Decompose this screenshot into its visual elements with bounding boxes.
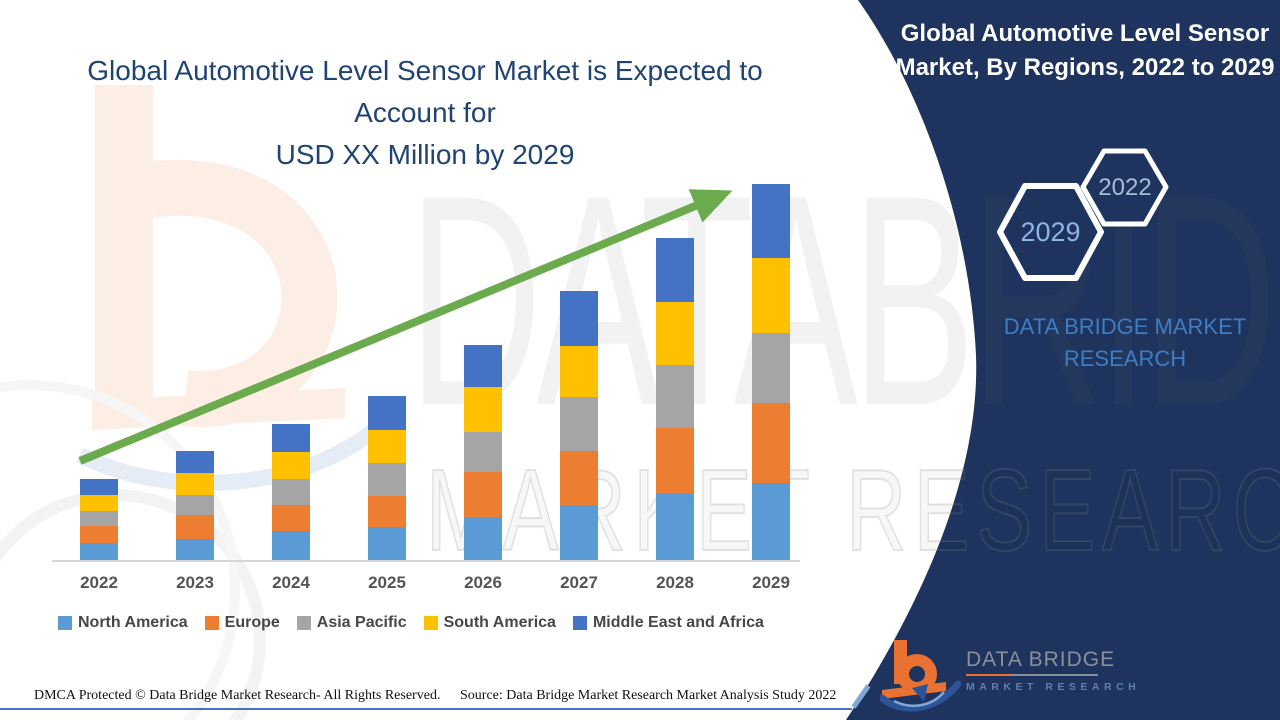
- bar-segment-2027-north-america: [560, 505, 598, 560]
- bar-segment-2025-asia-pacific: [368, 463, 406, 496]
- bar-segment-2026-europe: [464, 472, 502, 517]
- logo-subtitle: MARKET RESEARCH: [966, 681, 1141, 693]
- footer-divider-line: [0, 708, 852, 710]
- bar-segment-2022-middle-east-and-africa: [80, 479, 118, 495]
- chart-title-line1: Global Automotive Level Sensor Market is…: [87, 55, 763, 128]
- x-axis-line: [52, 560, 800, 562]
- legend-swatch-icon: [296, 616, 311, 630]
- legend-label: South America: [443, 614, 556, 631]
- bar-segment-2029-middle-east-and-africa: [752, 184, 790, 258]
- bar-segment-2028-middle-east-and-africa: [656, 238, 694, 302]
- bar-segment-2026-asia-pacific: [464, 432, 502, 472]
- legend-item-middle-east-and-africa: Middle East and Africa: [572, 614, 764, 632]
- bar-segment-2026-north-america: [464, 517, 502, 560]
- bar-segment-2027-europe: [560, 451, 598, 505]
- bar-segment-2022-south-america: [80, 495, 118, 511]
- bar-segment-2028-north-america: [656, 493, 694, 560]
- chart-legend: North America Europe Asia Pacific South Ame…: [58, 614, 764, 632]
- bar-segment-2024-north-america: [272, 531, 310, 560]
- footer-dmca-text: DMCA Protected © Data Bridge Market Rese…: [34, 688, 441, 703]
- x-axis-label-2025: 2025: [368, 573, 406, 592]
- x-axis-label-2028: 2028: [656, 573, 694, 592]
- bar-segment-2022-europe: [80, 526, 118, 543]
- databridge-logo-icon: [880, 640, 962, 712]
- bar-segment-2023-europe: [176, 515, 214, 539]
- hexagon-2029: [997, 183, 1104, 281]
- x-axis-label-2027: 2027: [560, 573, 598, 592]
- legend-swatch-icon: [423, 616, 438, 630]
- bar-segment-2024-europe: [272, 505, 310, 531]
- legend-item-europe: Europe: [204, 614, 280, 632]
- legend-swatch-icon: [204, 616, 219, 630]
- bar-segment-2029-south-america: [752, 258, 790, 333]
- legend-label: Europe: [224, 614, 280, 631]
- hexagon-2022: [1080, 148, 1169, 227]
- x-axis-label-2026: 2026: [464, 573, 502, 592]
- logo-underline: [966, 674, 1098, 676]
- bar-segment-2026-middle-east-and-africa: [464, 345, 502, 387]
- bar-segment-2024-middle-east-and-africa: [272, 424, 310, 452]
- side-panel-title-line2: Market, By Regions, 2022 to 2029: [895, 54, 1275, 81]
- footer-source-text: Source: Data Bridge Market Research Mark…: [460, 688, 837, 703]
- side-panel-title-line1: Global Automotive Level Sensor: [900, 20, 1270, 47]
- bar-segment-2022-north-america: [80, 543, 118, 560]
- bar-segment-2025-middle-east-and-africa: [368, 396, 406, 430]
- bar-segment-2025-europe: [368, 496, 406, 527]
- logo-title: DATA BRIDGE: [966, 648, 1116, 671]
- bar-segment-2025-south-america: [368, 430, 406, 463]
- bar-segment-2029-europe: [752, 403, 790, 483]
- side-panel-brand: DATA BRIDGE MARKET RESEARCH: [980, 311, 1270, 375]
- legend-label: Middle East and Africa: [592, 614, 764, 631]
- x-axis-label-2022: 2022: [80, 573, 118, 592]
- legend-label: North America: [78, 614, 188, 631]
- bar-segment-2028-south-america: [656, 302, 694, 365]
- legend-item-north-america: North America: [58, 614, 188, 632]
- bar-segment-2024-south-america: [272, 452, 310, 479]
- bar-segment-2025-north-america: [368, 527, 406, 560]
- x-axis-label-2023: 2023: [176, 573, 214, 592]
- side-panel-brand-line1: DATA BRIDGE MARKET: [1003, 314, 1247, 339]
- chart-title: Global Automotive Level Sensor Market is…: [45, 50, 805, 176]
- bar-segment-2027-asia-pacific: [560, 397, 598, 451]
- bar-segment-2028-europe: [656, 428, 694, 493]
- hexagon-2029-label: 2029: [1020, 217, 1081, 247]
- bar-segment-2026-south-america: [464, 387, 502, 432]
- legend-item-asia-pacific: Asia Pacific: [296, 614, 407, 632]
- bar-segment-2027-middle-east-and-africa: [560, 291, 598, 346]
- bar-segment-2029-north-america: [752, 483, 790, 560]
- chart-title-line2: USD XX Million by 2029: [275, 139, 575, 170]
- bar-segment-2023-middle-east-and-africa: [176, 451, 214, 473]
- bar-segment-2028-asia-pacific: [656, 365, 694, 428]
- bar-segment-2024-asia-pacific: [272, 479, 310, 505]
- bar-segment-2027-south-america: [560, 346, 598, 397]
- x-axis-label-2029: 2029: [752, 573, 790, 592]
- legend-swatch-icon: [572, 616, 587, 630]
- legend-label: Asia Pacific: [316, 614, 407, 631]
- bar-segment-2023-asia-pacific: [176, 495, 214, 515]
- side-panel-brand-line2: RESEARCH: [1063, 346, 1187, 371]
- legend-item-south-america: South America: [423, 614, 556, 632]
- hexagon-2022-label: 2022: [1098, 174, 1152, 201]
- bar-segment-2023-north-america: [176, 539, 214, 560]
- legend-swatch-icon: [58, 616, 72, 630]
- side-panel-title: Global Automotive Level Sensor Market, B…: [885, 17, 1280, 85]
- x-axis-label-2024: 2024: [272, 573, 310, 592]
- bar-segment-2023-south-america: [176, 473, 214, 495]
- bar-segment-2029-asia-pacific: [752, 333, 790, 403]
- bar-segment-2022-asia-pacific: [80, 511, 118, 526]
